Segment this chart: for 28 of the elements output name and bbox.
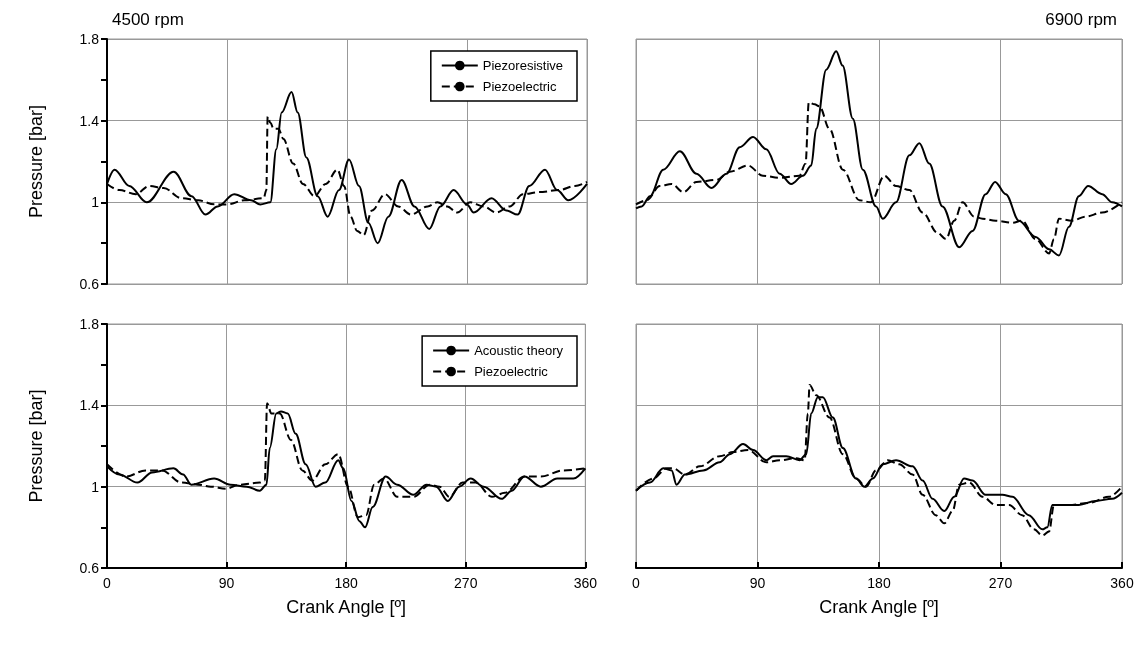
y-tick-label: 1 bbox=[91, 194, 100, 211]
x-tick-label: 90 bbox=[749, 575, 766, 591]
legend-label: Acoustic theory bbox=[474, 343, 564, 358]
y-axis-title: Pressure [bar] bbox=[26, 389, 46, 503]
y-tick-label: 0.6 bbox=[79, 560, 100, 576]
legend-label: Piezoelectric bbox=[474, 364, 549, 379]
chart-title: 6900 rpm bbox=[1045, 10, 1118, 29]
x-axis-title: Crank Angle [º] bbox=[819, 597, 939, 617]
x-tick-label: 90 bbox=[218, 575, 235, 591]
y-axis-title: Pressure [bar] bbox=[26, 104, 46, 219]
y-tick-label: 1.4 bbox=[79, 397, 100, 414]
y-tick-label: 1.8 bbox=[79, 316, 100, 332]
y-tick-label: 1 bbox=[91, 478, 100, 495]
chart-title: 4500 rpm bbox=[112, 10, 184, 29]
x-axis-title: Crank Angle [º] bbox=[286, 597, 406, 617]
x-tick-label: 0 bbox=[632, 575, 641, 591]
x-tick-label: 360 bbox=[573, 575, 598, 591]
y-tick-label: 0.6 bbox=[79, 276, 100, 292]
x-tick-label: 0 bbox=[103, 575, 112, 591]
legend-label: Piezoelectric bbox=[482, 79, 557, 94]
x-tick-label: 270 bbox=[454, 575, 478, 591]
y-tick-label: 1.8 bbox=[79, 31, 100, 47]
x-tick-label: 180 bbox=[334, 575, 359, 591]
y-tick-label: 1.4 bbox=[79, 112, 100, 129]
x-tick-label: 180 bbox=[867, 575, 891, 591]
legend-label: Piezoresistive bbox=[482, 58, 564, 73]
x-tick-label: 360 bbox=[1110, 575, 1134, 591]
x-tick-label: 270 bbox=[988, 575, 1013, 591]
